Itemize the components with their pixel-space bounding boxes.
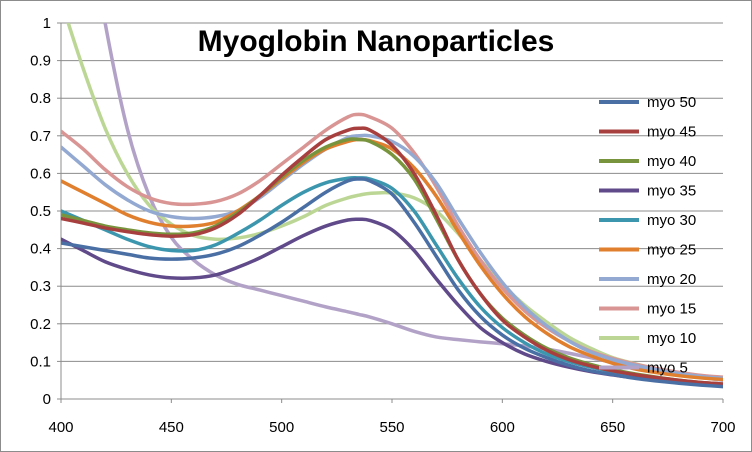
y-tick-label: 0.7 bbox=[30, 128, 51, 145]
series-line-myo-40 bbox=[61, 137, 723, 386]
x-tick-label: 550 bbox=[379, 419, 404, 436]
legend-label: myo 5 bbox=[647, 360, 688, 377]
y-tick-label: 1 bbox=[43, 15, 51, 32]
series-lines bbox=[61, 23, 723, 389]
x-tick-label: 600 bbox=[490, 419, 515, 436]
x-tick-label: 650 bbox=[600, 419, 625, 436]
y-tick-label: 0.2 bbox=[30, 316, 51, 333]
legend-label: myo 30 bbox=[647, 212, 696, 229]
y-tick-label: 0.3 bbox=[30, 278, 51, 295]
legend-label: myo 35 bbox=[647, 183, 696, 200]
series-line-myo-20 bbox=[61, 133, 723, 381]
legend-label: myo 15 bbox=[647, 301, 696, 318]
legend-label: myo 10 bbox=[647, 330, 696, 347]
series-line-myo-45 bbox=[61, 126, 723, 386]
legend-label: myo 25 bbox=[647, 242, 696, 259]
x-tick-label: 450 bbox=[159, 419, 184, 436]
legend: myo 50 myo 45 myo 40 myo 35 myo 30 myo 25 myo … bbox=[599, 94, 696, 377]
y-tick-label: 0.9 bbox=[30, 53, 51, 70]
series-line-myo-25 bbox=[61, 137, 723, 382]
series-line-myo-30 bbox=[61, 175, 723, 387]
chart-title: Myoglobin Nanoparticles bbox=[198, 25, 555, 58]
legend-label: myo 20 bbox=[647, 271, 696, 288]
legend-label: myo 40 bbox=[647, 153, 696, 170]
y-tick-label: 0.8 bbox=[30, 90, 51, 107]
y-tick-label: 0.4 bbox=[30, 241, 51, 258]
y-tick-label: 0 bbox=[43, 391, 51, 408]
x-tick-label: 700 bbox=[710, 419, 735, 436]
x-tick-label: 400 bbox=[48, 419, 73, 436]
y-tick-label: 0.5 bbox=[30, 203, 51, 220]
legend-label: myo 45 bbox=[647, 124, 696, 141]
tick-labels: 0 0.1 0.2 0.3 0.4 0.5 0.6 0.7 0.8 0.9 1 400 450 500 55… bbox=[30, 15, 735, 436]
y-tick-label: 0.1 bbox=[30, 353, 51, 370]
x-tick-label: 500 bbox=[269, 419, 294, 436]
legend-label: myo 50 bbox=[647, 94, 696, 111]
series-line-myo-50 bbox=[61, 177, 723, 389]
y-tick-label: 0.6 bbox=[30, 165, 51, 182]
